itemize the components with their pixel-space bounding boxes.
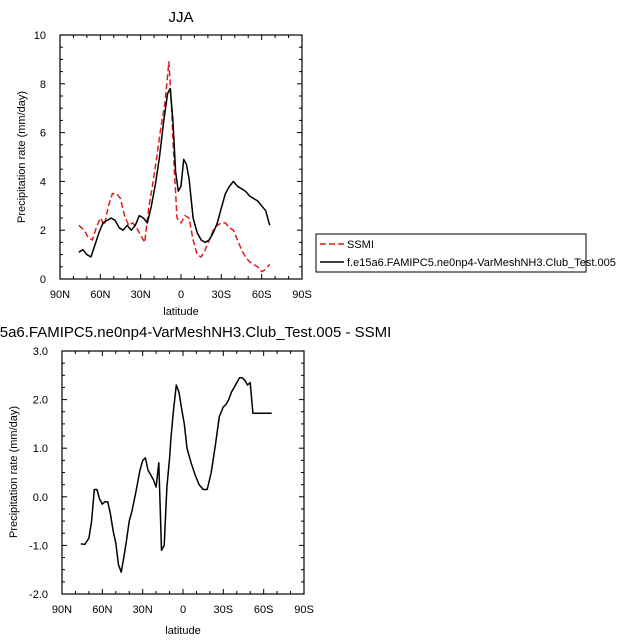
bottom-y-tick-label: 1.0: [33, 443, 48, 455]
bottom-y-axis-label: Precipitation rate (mm/day): [8, 406, 20, 538]
top-x-tick-label: 60N: [90, 289, 110, 301]
top-x-tick-label: 90S: [292, 289, 312, 301]
bottom-x-tick-label: 30S: [214, 604, 234, 616]
top-x-tick-label: 90N: [50, 289, 70, 301]
legend-label-ssmi: SSMI: [347, 239, 374, 251]
top-series-line-1: [78, 61, 271, 273]
top-series-line-2: [78, 87, 271, 258]
bottom-y-tick-label: 3.0: [33, 346, 48, 358]
top-chart-title: JJA: [168, 9, 193, 26]
bottom-panel: f.e15a6.FAMIPC5.ne0np4-VarMeshNH3.Club_T…: [0, 324, 391, 637]
top-y-tick-label: 8: [40, 79, 46, 91]
top-y-tick-label: 10: [34, 30, 46, 42]
bottom-series-line-1: [80, 376, 272, 573]
top-series-group: [78, 61, 271, 273]
top-y-tick-label: 4: [40, 176, 46, 188]
bottom-chart-title: f.e15a6.FAMIPC5.ne0np4-VarMeshNH3.Club_T…: [0, 324, 391, 341]
bottom-x-axis-label: latitude: [165, 625, 200, 637]
top-x-axis-label: latitude: [163, 306, 198, 318]
bottom-plot-frame: [61, 350, 305, 595]
bottom-y-tick-label: -2.0: [29, 589, 48, 601]
bottom-x-tick-label: 90N: [52, 604, 72, 616]
bottom-y-tick-label: 2.0: [33, 395, 48, 407]
bottom-y-tick-label: 0.0: [33, 492, 48, 504]
top-x-tick-label: 30N: [131, 289, 151, 301]
top-y-axis-label: Precipitation rate (mm/day): [16, 91, 28, 223]
top-x-tick-label: 0: [178, 289, 184, 301]
top-axes: 90N 60N 30N 0 30S 60S 90S 0 2 4 6 8 10: [34, 30, 312, 301]
bottom-y-tick-label: -1.0: [29, 540, 48, 552]
legend-label-model: f.e15a6.FAMIPC5.ne0np4-VarMeshNH3.Club_T…: [347, 257, 616, 269]
legend-frame: [315, 233, 587, 273]
bottom-x-tick-label: 90S: [294, 604, 314, 616]
bottom-axes: 90N 60N 30N 0 30S 60S 90S -2.0 -1.0 0.0 1.0 2.0 3.0: [29, 346, 314, 616]
top-y-tick-label: 2: [40, 225, 46, 237]
bottom-x-tick-label: 30N: [133, 604, 153, 616]
bottom-series-group: [80, 376, 272, 573]
top-y-tick-label: 0: [40, 274, 46, 286]
bottom-x-tick-label: 60S: [254, 604, 274, 616]
top-y-tick-label: 6: [40, 128, 46, 140]
legend: SSMI f.e15a6.FAMIPC5.ne0np4-VarMeshNH3.C…: [315, 233, 616, 273]
bottom-x-tick-label: 60N: [92, 604, 112, 616]
top-x-tick-label: 60S: [252, 289, 272, 301]
top-x-tick-label: 30S: [212, 289, 232, 301]
bottom-x-tick-label: 0: [180, 604, 186, 616]
